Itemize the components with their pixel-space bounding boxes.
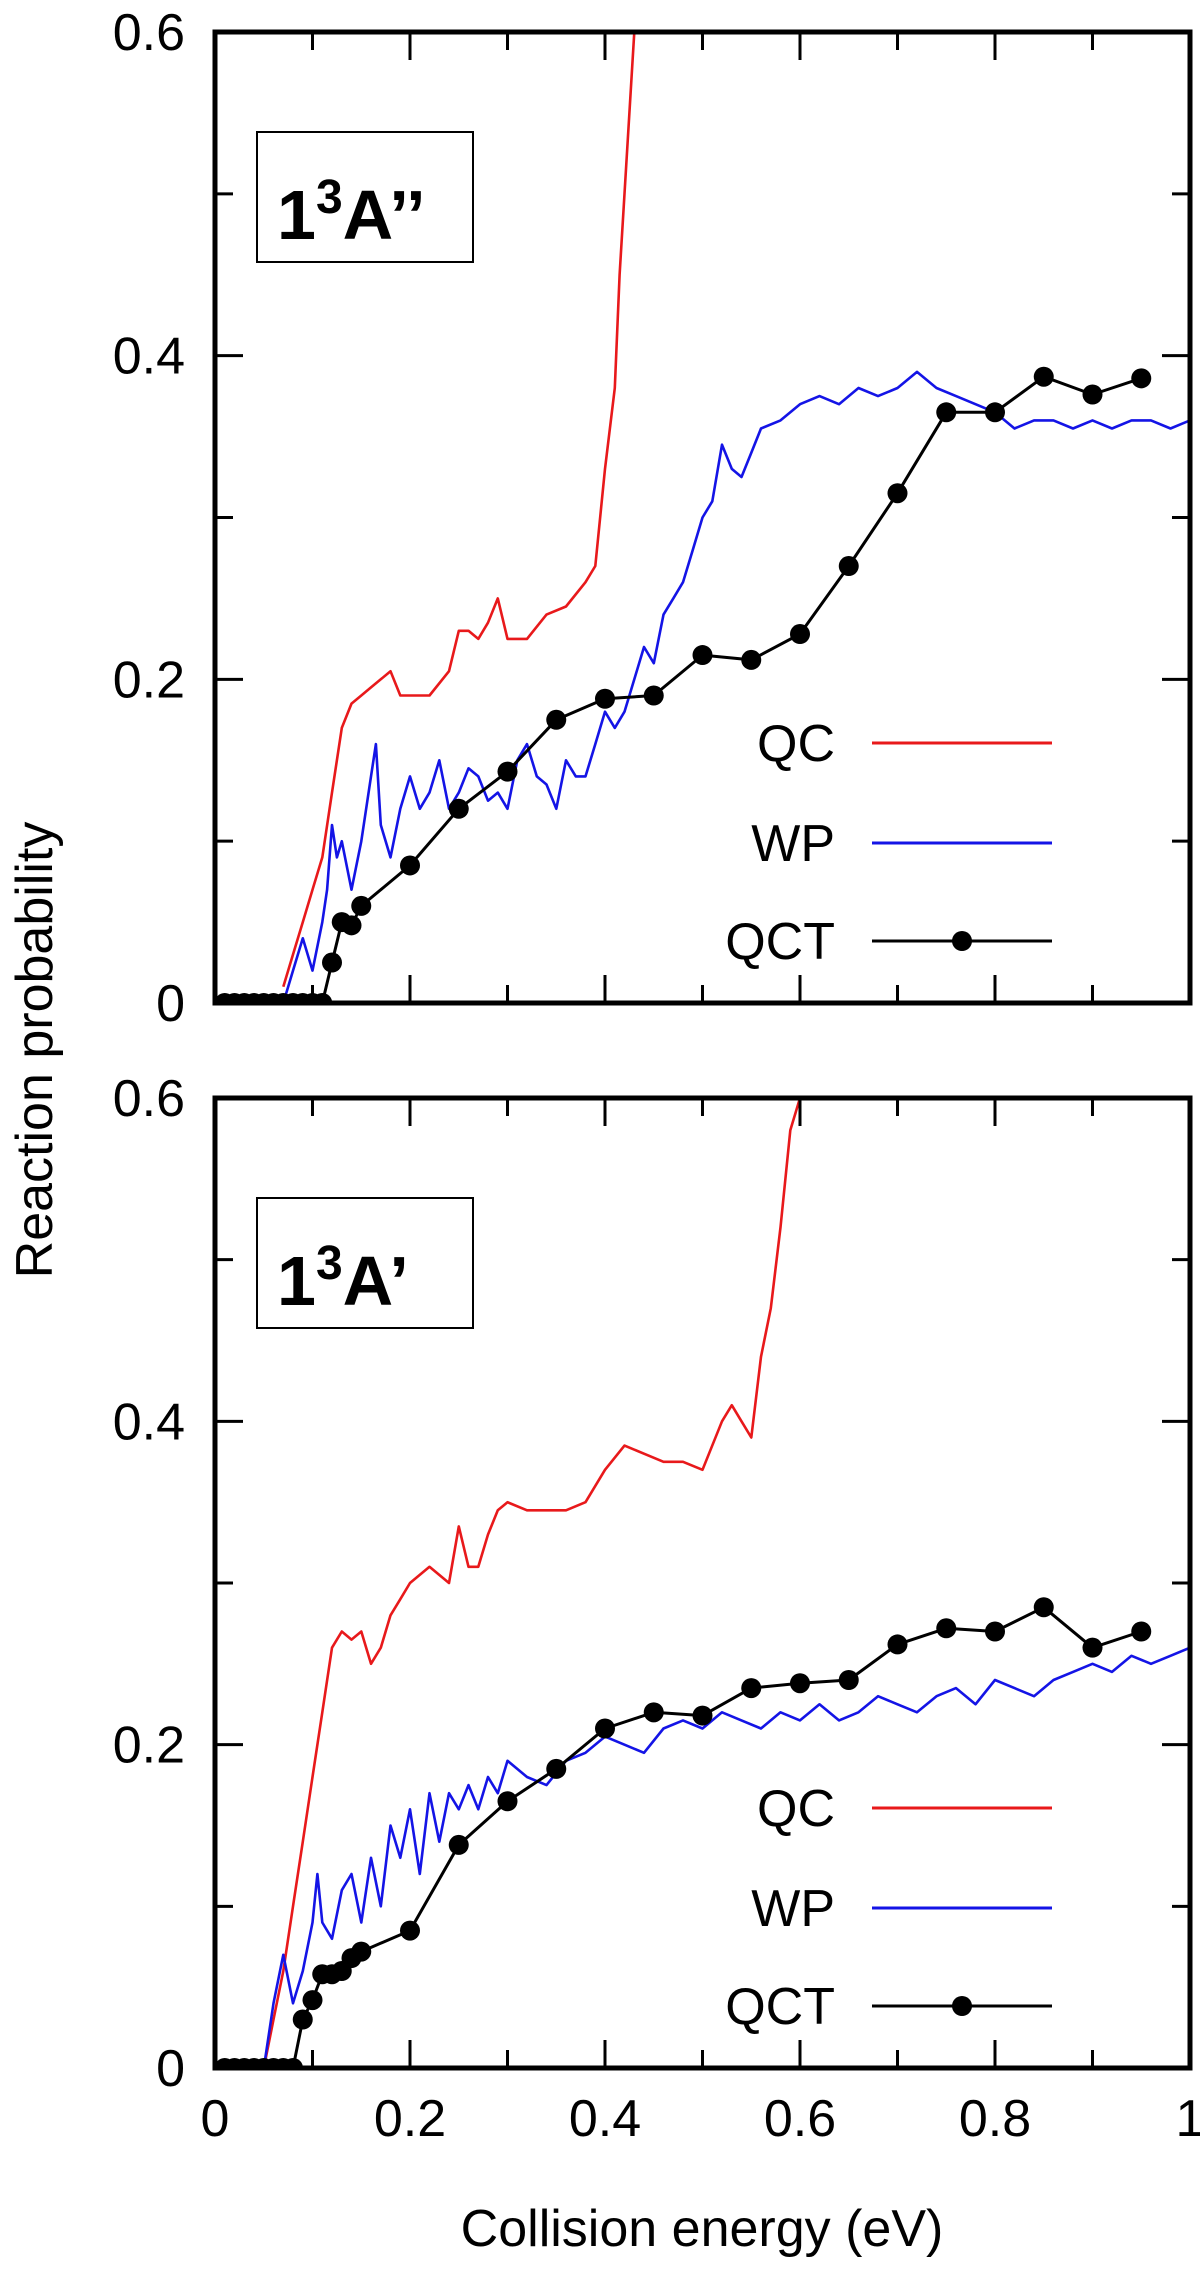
legend-label-qct: QCT xyxy=(725,1978,835,2036)
y-tick-label: 0.6 xyxy=(113,4,185,62)
panel-label-main-top: 1 xyxy=(277,176,316,254)
legend-top: QC WP QCT xyxy=(725,715,1052,971)
qct-data-point xyxy=(351,895,372,916)
y-axis-title: Reaction probability xyxy=(6,822,64,1279)
legend-label-qc: QC xyxy=(757,1780,835,1838)
qct-data-point xyxy=(595,1718,615,1739)
qct-data-point xyxy=(1131,1621,1152,1642)
qct-data-point xyxy=(1082,384,1103,405)
qct-data-point xyxy=(936,402,957,423)
legend-bottom: QC WP QCT xyxy=(725,1780,1052,2036)
qct-data-point xyxy=(887,483,908,504)
qct-data-point xyxy=(1033,366,1054,387)
panel-label-sup-bottom: 3 xyxy=(316,1237,343,1290)
qct-data-point xyxy=(838,556,859,577)
y-tick-label: 0.6 xyxy=(113,1070,185,1128)
qct-data-point xyxy=(497,761,518,782)
panel-label-main-bottom: 1 xyxy=(277,1242,316,1320)
qct-data-point xyxy=(546,709,567,730)
panel-label-sup-top: 3 xyxy=(316,171,343,224)
panel-top: 0 0.2 0.4 0.6 13A’’ QC WP QCT xyxy=(113,4,1193,1033)
qct-data-point xyxy=(546,1758,567,1779)
legend-marker-qct xyxy=(952,931,972,951)
qct-data-point xyxy=(595,688,615,709)
legend-marker-qct xyxy=(952,1996,972,2016)
panel-label-rest-top: A’’ xyxy=(343,176,426,254)
qct-data-point xyxy=(692,645,713,666)
panel-label-rest-bottom: A’ xyxy=(343,1242,409,1320)
qct-data-point xyxy=(497,1791,518,1812)
qct-data-point xyxy=(1131,368,1152,389)
y-tick-label: 0.2 xyxy=(113,651,185,709)
qct-data-point xyxy=(741,649,762,670)
qc-series-line-bottom xyxy=(262,1098,802,2068)
x-tick-label: 0.2 xyxy=(374,2090,446,2148)
qct-data-point xyxy=(790,624,810,645)
qct-data-point xyxy=(936,1618,957,1639)
qct-data-point xyxy=(741,1678,762,1699)
qct-data-point xyxy=(302,1990,323,2011)
qct-data-point xyxy=(1082,1637,1103,1658)
qct-data-point xyxy=(400,855,420,876)
panel-label-bottom: 13A’ xyxy=(256,1197,474,1329)
wp-series-line-bottom xyxy=(262,1646,1190,2068)
qct-data-point xyxy=(322,952,342,973)
qct-series-line-bottom xyxy=(224,1605,1142,2068)
qct-data-point xyxy=(887,1634,908,1655)
panel-label-text-bottom: 13A’ xyxy=(277,1237,409,1320)
x-axis-title: Collision energy (eV) xyxy=(461,2200,944,2258)
panel-label-top: 13A’’ xyxy=(256,131,474,263)
y-ticks-bottom: 0 0.2 0.4 0.6 xyxy=(113,1070,1190,2098)
qct-data-point xyxy=(643,685,664,706)
y-tick-label: 0.4 xyxy=(113,328,185,386)
legend-label-wp: WP xyxy=(751,1880,835,1938)
qct-data-point xyxy=(341,915,362,936)
y-tick-label: 0.2 xyxy=(113,1717,185,1775)
x-tick-label: 0.6 xyxy=(764,2090,836,2148)
qct-data-point xyxy=(351,1941,372,1962)
x-tick-label: 0.4 xyxy=(569,2090,641,2148)
y-tick-label: 0 xyxy=(156,975,185,1033)
y-tick-label: 0 xyxy=(156,2040,185,2098)
x-tick-label: 0.8 xyxy=(959,2090,1031,2148)
qct-data-point xyxy=(838,1670,859,1690)
x-ticks-top xyxy=(213,32,1192,1003)
y-tick-label: 0.4 xyxy=(113,1393,185,1451)
panel-label-box-bottom xyxy=(256,1197,474,1329)
qct-data-point xyxy=(985,402,1005,423)
qc-series-line-top xyxy=(282,32,636,988)
qct-data-point xyxy=(790,1673,810,1694)
x-tick-label: 0 xyxy=(201,2090,230,2148)
panel-label-box-top xyxy=(256,131,474,263)
x-tick-label: 1 xyxy=(1176,2090,1200,2148)
qct-data-point xyxy=(448,798,469,819)
qct-data-point xyxy=(292,2009,313,2030)
qct-data-point xyxy=(985,1621,1005,1642)
qct-data-point xyxy=(692,1705,713,1726)
panel-label-text-top: 13A’’ xyxy=(277,171,426,254)
qct-data-point xyxy=(1033,1597,1054,1618)
y-ticks-top: 0 0.2 0.4 0.6 xyxy=(113,4,1190,1033)
wp-series-line-top xyxy=(282,370,1190,1003)
legend-label-qct: QCT xyxy=(725,913,835,971)
x-ticks-bottom: 0 0.2 0.4 0.6 0.8 1 xyxy=(201,1098,1200,2148)
legend-label-qc: QC xyxy=(757,715,835,773)
qct-data-point xyxy=(448,1834,469,1855)
qct-data-point xyxy=(643,1702,664,1723)
legend-label-wp: WP xyxy=(751,815,835,873)
qct-data-point xyxy=(400,1920,420,1941)
